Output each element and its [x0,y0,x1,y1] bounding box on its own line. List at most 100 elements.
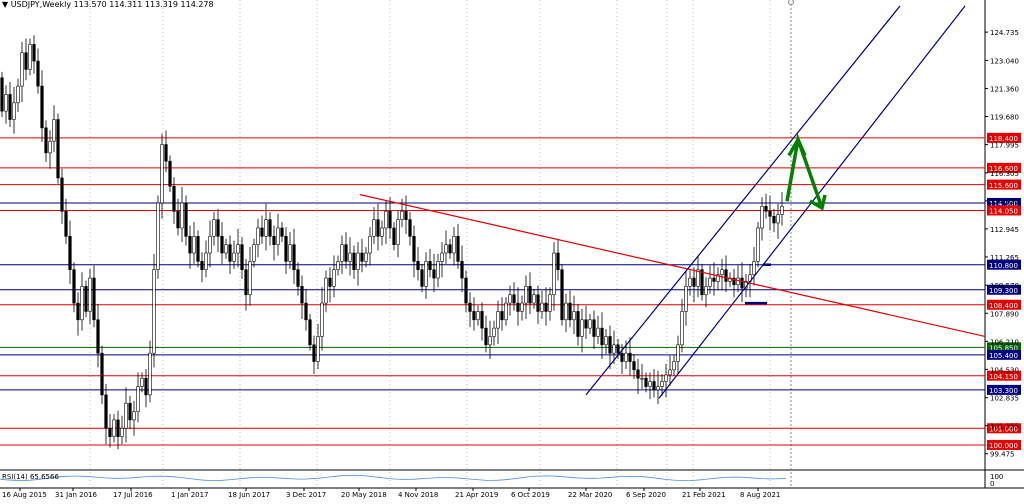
candle-body [596,327,600,337]
candle-body [608,336,612,354]
candle-body [672,361,676,371]
level-label-box [987,299,1021,310]
time-label: 17 Jul 2016 [113,491,153,499]
candle-body [740,277,744,289]
candle-body [420,269,424,287]
candle-body [604,336,608,346]
time-label: 16 Aug 2015 [2,491,47,499]
candle-body [720,269,724,276]
candle-body [264,219,268,237]
candle-body [500,311,504,321]
forecast-arrow-head-up [787,135,807,157]
lines-layer [359,5,986,399]
candle-body [556,252,560,271]
candle-body [448,244,452,254]
time-label: 4 Nov 2018 [398,491,438,499]
candle-body [536,294,540,312]
grid-layer [0,0,1024,489]
candle-body [432,269,436,279]
candle-body [328,277,332,287]
price-tick-label: 114.625 [990,198,1019,206]
level-label: 103.300 [989,387,1018,395]
candle-body [232,252,236,262]
candle-body [352,252,356,271]
candle-body [488,336,492,346]
candle-body [72,269,76,304]
chart-title-bar: ▼ USDJPY,Weekly 113.570 114.311 113.319 … [2,0,214,9]
time-label: 6 Sep 2020 [626,491,666,499]
candle-body [276,227,280,245]
candle-body [24,52,28,70]
candle-body [764,205,768,212]
rsi-label: RSI(14) 65.6566 [2,473,59,481]
level-label-box [987,259,1021,270]
candle-body [0,77,4,112]
candle-body [472,311,476,321]
candle-body [360,252,364,262]
candle-body [292,244,296,271]
candle-body [396,219,400,245]
candle-body [476,311,480,321]
level-label-box [987,349,1021,360]
candle-body [260,227,264,237]
candle-body [512,294,516,304]
candle-body [548,294,552,312]
level-label-box [987,423,1021,434]
candle-body [392,227,396,245]
candle-body [588,319,592,329]
candle-body [436,261,440,279]
candle-body [28,44,32,70]
candle-body [268,219,272,237]
price-tick-label: 116.305 [990,170,1019,178]
candle-body [220,236,224,254]
level-label-box [987,342,1021,353]
candle-body [136,386,140,412]
candle-body [504,302,508,321]
candle-body [76,302,80,321]
candle-body [752,261,756,276]
candle-body [324,277,328,304]
candle-body [304,302,308,321]
candle-body [616,344,620,354]
candle-body [284,236,288,262]
level-label: 105.400 [989,352,1018,360]
candle-body [424,261,428,287]
candle-body [244,269,248,296]
candle-body [16,85,20,104]
candle-body [8,94,12,120]
price-tick-label: 117.995 [990,142,1019,150]
candle-body [356,252,360,271]
candle-body [584,319,588,329]
level-label: 116.600 [989,165,1018,173]
price-tick-label: 123.040 [990,57,1019,65]
price-tick-label: 106.210 [990,338,1019,346]
candle-body [208,236,212,254]
candles-layer [0,35,784,450]
candle-body [484,327,488,346]
candle-body [308,319,312,346]
candle-body [368,236,372,254]
time-label: 21 Feb 2021 [682,491,726,499]
candle-body [60,177,64,212]
candle-body [532,294,536,304]
trend-line-channel-upper [585,5,901,396]
candle-body [732,277,736,286]
level-label-box [987,439,1021,450]
candle-body [600,327,604,346]
candle-body [312,344,316,362]
price-tick-label: 121.360 [990,85,1019,93]
candle-body [204,252,208,271]
candle-body [56,119,60,179]
level-label: 104.150 [989,373,1018,381]
candle-body [132,411,136,421]
candle-body [480,311,484,329]
candle-body [696,269,700,287]
price-tick-label: 112.945 [990,226,1019,234]
time-label: 1 Jan 2017 [171,491,209,499]
candle-body [348,252,352,262]
level-label-box [987,284,1021,295]
time-label: 31 Jan 2016 [55,491,98,499]
rsi-scale-bottom: 0 [990,480,994,488]
